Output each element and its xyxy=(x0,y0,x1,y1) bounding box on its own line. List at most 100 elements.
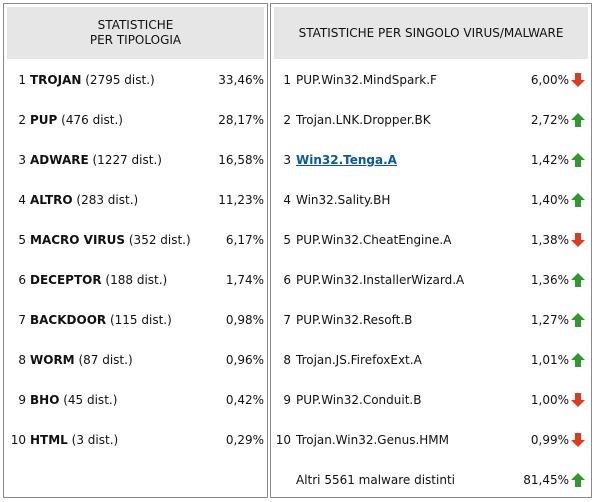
type-row-type: ADWARE xyxy=(30,153,89,167)
type-row-label: ADWARE (1227 dist.) xyxy=(30,150,162,170)
type-row-count: (45 dist.) xyxy=(63,393,118,407)
type-row: 4 ALTRO (283 dist.) 11,23% xyxy=(4,190,267,210)
malware-row: 10 Trojan.Win32.Genus.HMM 0,99% xyxy=(271,430,591,450)
arrow-up-icon xyxy=(571,193,585,207)
arrow-up-icon xyxy=(571,353,585,367)
type-row-label: DECEPTOR (188 dist.) xyxy=(30,270,167,290)
malware-row-percent: 1,36% xyxy=(530,273,569,287)
type-row-label: MACRO VIRUS (352 dist.) xyxy=(30,230,191,250)
arrow-up-icon xyxy=(571,313,585,327)
type-row-label: BACKDOOR (115 dist.) xyxy=(30,310,172,330)
malware-row-percent: 1,40% xyxy=(530,193,569,207)
malware-row-index: 4 xyxy=(283,193,291,207)
malware-row: 6 PUP.Win32.InstallerWizard.A 1,36% xyxy=(271,270,591,290)
type-row-count: (476 dist.) xyxy=(61,113,123,127)
malware-stats-title: STATISTICHE PER SINGOLO VIRUS/MALWARE xyxy=(298,25,564,40)
type-row-index: 6 xyxy=(18,273,26,287)
malware-row-percent: 2,72% xyxy=(530,113,569,127)
type-row-percent: 16,58% xyxy=(218,153,264,167)
type-row-label: PUP (476 dist.) xyxy=(30,110,123,130)
type-row-percent: 28,17% xyxy=(218,113,264,127)
malware-row-index: 10 xyxy=(275,433,291,447)
type-row-type: DECEPTOR xyxy=(30,273,102,287)
type-row-type: ALTRO xyxy=(30,193,73,207)
malware-row-index: 3 xyxy=(283,153,291,167)
type-stats-header: STATISTICHE PER TIPOLOGIA xyxy=(7,7,264,59)
malware-name: PUP.Win32.MindSpark.F xyxy=(296,73,437,87)
malware-row-percent: 1,27% xyxy=(530,313,569,327)
type-row-index: 7 xyxy=(18,313,26,327)
type-row-label: ALTRO (283 dist.) xyxy=(30,190,138,210)
malware-row-index: 2 xyxy=(283,113,291,127)
type-row-index: 2 xyxy=(18,113,26,127)
type-row-index: 3 xyxy=(18,153,26,167)
type-row-index: 5 xyxy=(18,233,26,247)
type-row: 9 BHO (45 dist.) 0,42% xyxy=(4,390,267,410)
type-row-index: 10 xyxy=(10,433,26,447)
malware-row-index: 9 xyxy=(283,393,291,407)
malware-row-percent: 1,01% xyxy=(530,353,569,367)
type-row-index: 4 xyxy=(18,193,26,207)
type-row-percent: 0,96% xyxy=(225,353,264,367)
type-row-percent: 1,74% xyxy=(225,273,264,287)
malware-name: Trojan.Win32.Genus.HMM xyxy=(296,433,449,447)
arrow-up-icon xyxy=(571,473,585,487)
type-stats-panel: STATISTICHE PER TIPOLOGIA 1 TROJAN (2795 … xyxy=(3,3,268,498)
malware-name: PUP.Win32.InstallerWizard.A xyxy=(296,273,465,287)
malware-row-percent: 1,38% xyxy=(530,233,569,247)
type-row-type: TROJAN xyxy=(30,73,82,87)
malware-row: 8 Trojan.JS.FirefoxExt.A 1,01% xyxy=(271,350,591,370)
type-stats-title-line2: PER TIPOLOGIA xyxy=(89,33,182,47)
type-row-count: (283 dist.) xyxy=(76,193,139,207)
arrow-down-icon xyxy=(571,233,585,247)
type-row-index: 9 xyxy=(18,393,26,407)
type-row-count: (352 dist.) xyxy=(128,233,191,247)
arrow-down-icon xyxy=(571,393,585,407)
malware-name: PUP.Win32.Resoft.B xyxy=(296,313,413,327)
type-row: 5 MACRO VIRUS (352 dist.) 6,17% xyxy=(4,230,267,250)
malware-row-percent: 1,00% xyxy=(530,393,569,407)
malware-row-percent: 6,00% xyxy=(530,73,569,87)
malware-row: 2 Trojan.LNK.Dropper.BK 2,72% xyxy=(271,110,591,130)
type-row-count: (2795 dist.) xyxy=(85,73,155,87)
type-row-percent: 0,98% xyxy=(225,313,264,327)
type-row-label: BHO (45 dist.) xyxy=(30,390,117,410)
arrow-up-icon xyxy=(571,113,585,127)
type-row-percent: 0,42% xyxy=(225,393,264,407)
type-row-percent: 6,17% xyxy=(225,233,264,247)
type-row-percent: 11,23% xyxy=(218,193,264,207)
type-row-type: WORM xyxy=(30,353,75,367)
type-row-label: HTML (3 dist.) xyxy=(30,430,118,450)
type-row-type: HTML xyxy=(30,433,68,447)
type-row-label: WORM (87 dist.) xyxy=(30,350,133,370)
type-row-type: MACRO VIRUS xyxy=(30,233,126,247)
malware-row: 1 PUP.Win32.MindSpark.F 6,00% xyxy=(271,70,591,90)
malware-name: Trojan.LNK.Dropper.BK xyxy=(296,113,431,127)
malware-row-percent: 0,99% xyxy=(530,433,569,447)
type-stats-title-line1: STATISTICHE xyxy=(97,18,174,32)
malware-stats-header: STATISTICHE PER SINGOLO VIRUS/MALWARE xyxy=(274,7,588,59)
type-row-type: BACKDOOR xyxy=(30,313,107,327)
malware-row-index: 6 xyxy=(283,273,291,287)
other-malware-row: Altri 5561 malware distinti 81,45% xyxy=(271,470,591,490)
malware-name: Trojan.JS.FirefoxExt.A xyxy=(296,353,422,367)
arrow-up-icon xyxy=(571,273,585,287)
type-row-count: (115 dist.) xyxy=(109,313,172,327)
malware-name: Win32.Sality.BH xyxy=(296,193,391,207)
type-row: 10 HTML (3 dist.) 0,29% xyxy=(4,430,267,450)
malware-row-index: 8 xyxy=(283,353,291,367)
type-row: 7 BACKDOOR (115 dist.) 0,98% xyxy=(4,310,267,330)
malware-row: 5 PUP.Win32.CheatEngine.A 1,38% xyxy=(271,230,591,250)
malware-name-link[interactable]: Win32.Tenga.A xyxy=(296,153,397,167)
type-row: 2 PUP (476 dist.) 28,17% xyxy=(4,110,267,130)
type-row-percent: 0,29% xyxy=(225,433,264,447)
malware-row: 9 PUP.Win32.Conduit.B 1,00% xyxy=(271,390,591,410)
type-row-type: BHO xyxy=(30,393,60,407)
type-row: 8 WORM (87 dist.) 0,96% xyxy=(4,350,267,370)
type-row-count: (87 dist.) xyxy=(78,353,133,367)
malware-row: 4 Win32.Sality.BH 1,40% xyxy=(271,190,591,210)
other-malware-label: Altri 5561 malware distinti xyxy=(296,473,455,487)
type-row-count: (1227 dist.) xyxy=(92,153,162,167)
type-row: 1 TROJAN (2795 dist.) 33,46% xyxy=(4,70,267,90)
type-row-index: 1 xyxy=(18,73,26,87)
